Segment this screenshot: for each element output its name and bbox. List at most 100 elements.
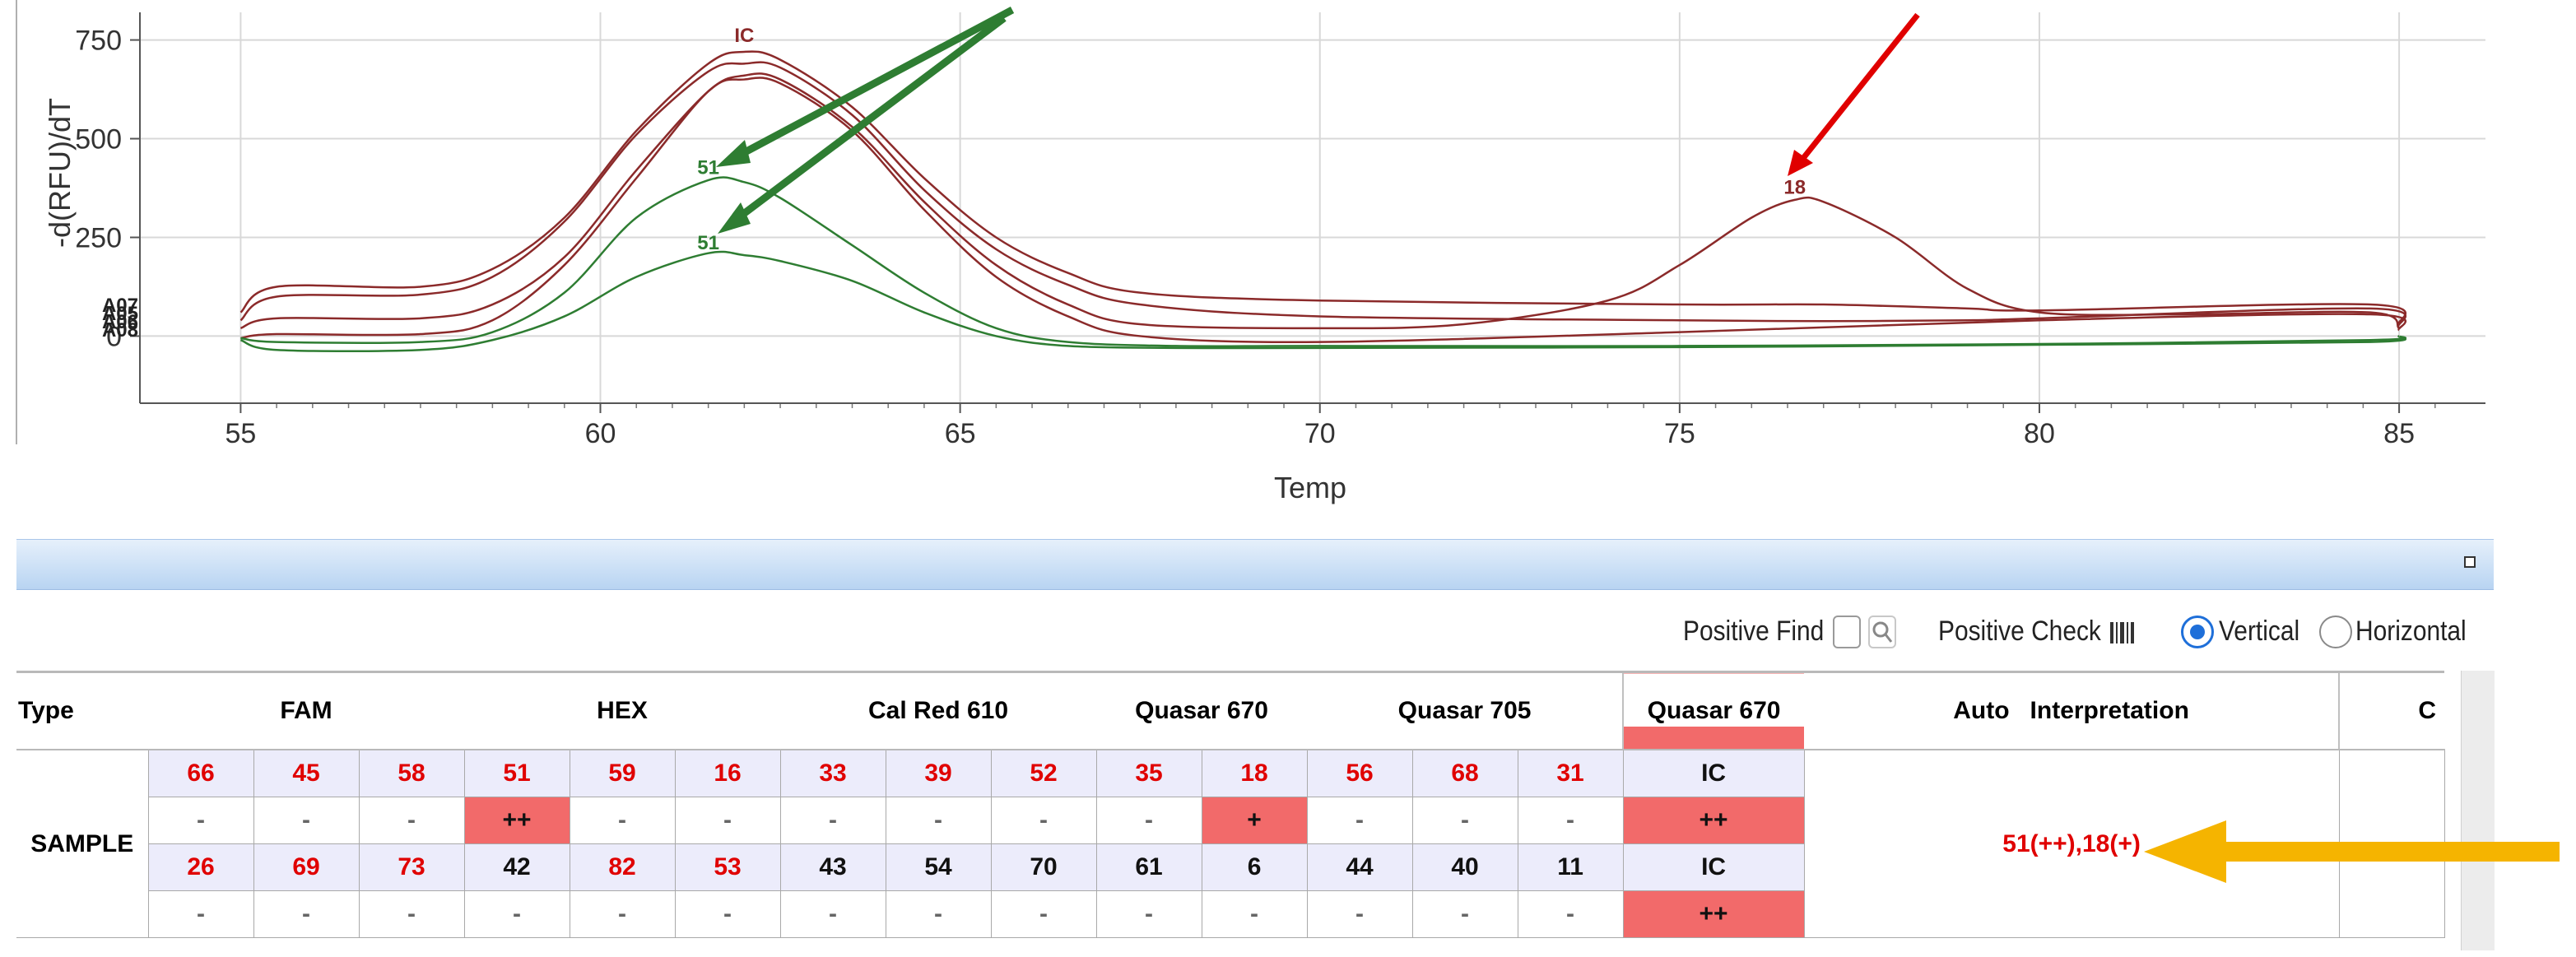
cell[interactable]: 43 (780, 843, 886, 891)
calred-header[interactable]: Cal Red 610 (780, 671, 1097, 750)
cell[interactable]: 61 (1096, 843, 1202, 891)
positive-find-label: Positive Find (1683, 616, 1825, 647)
fam-header[interactable]: FAM (148, 671, 464, 750)
panel-splitter[interactable] (16, 539, 2494, 590)
cell[interactable]: 18 (1202, 750, 1308, 797)
results-table-container: Type FAM HEX Cal Red 610 Quasar 670 Quas… (16, 671, 2445, 950)
yellow-arrow-shaft (2214, 842, 2560, 862)
y-tick-label: 750 (75, 26, 122, 57)
cell[interactable]: 52 (991, 750, 1097, 797)
magnifier-icon-svg (1872, 621, 1893, 643)
cell[interactable]: - (886, 797, 992, 844)
melt-curve-series-4 (240, 77, 2406, 344)
cell[interactable]: 16 (675, 750, 781, 797)
table-row-2[interactable]: --- ++ - - --- - + --- ++ (16, 797, 2444, 844)
cell[interactable]: 33 (780, 750, 886, 797)
horizontal-radio[interactable] (2319, 616, 2352, 648)
cell[interactable]: - (253, 797, 360, 844)
table-row-4[interactable]: --- --- --- -- --- ++ (16, 890, 2444, 938)
cell[interactable]: 11 (1518, 843, 1624, 891)
cell[interactable]: 54 (886, 843, 992, 891)
cell[interactable]: - (1096, 797, 1202, 844)
cell[interactable]: 40 (1412, 843, 1518, 891)
cell[interactable]: ++ (1623, 890, 1805, 938)
cell[interactable]: - (1412, 797, 1518, 844)
cell[interactable]: - (1307, 797, 1413, 844)
cell[interactable]: 26 (148, 843, 254, 891)
peak-label: 18 (1783, 177, 1806, 199)
cell[interactable]: - (570, 797, 676, 844)
barcode-icon[interactable] (2109, 620, 2137, 649)
cell[interactable]: 69 (253, 843, 360, 891)
cell[interactable]: - (1518, 797, 1624, 844)
cell[interactable]: 35 (1096, 750, 1202, 797)
cell[interactable]: - (464, 890, 570, 938)
cell[interactable]: - (1202, 890, 1308, 938)
table-row-3[interactable]: 26 69 73 42 82 53 43 54 70 61 6 44 40 11 IC (16, 843, 2444, 891)
cell[interactable]: - (253, 890, 360, 938)
cell[interactable]: ++ (464, 797, 570, 844)
cell[interactable]: ++ (1623, 797, 1805, 844)
positive-find-checkbox[interactable] (1833, 616, 1861, 648)
cell[interactable]: 59 (570, 750, 676, 797)
cell[interactable]: - (1307, 890, 1413, 938)
table-row-1[interactable]: SAMPLE 66 45 58 51 59 16 33 39 52 35 18 56 68 31 … (16, 750, 2445, 938)
x-tick-label: 85 (2383, 418, 2415, 449)
cell[interactable]: 39 (886, 750, 992, 797)
melt-curve-series-1 (239, 50, 2406, 326)
vertical-radio[interactable] (2181, 616, 2214, 648)
cell[interactable]: 66 (148, 750, 254, 797)
magnifier-icon[interactable] (1868, 616, 1896, 648)
cell[interactable]: 44 (1307, 843, 1413, 891)
cell[interactable]: 70 (991, 843, 1097, 891)
quasar705-header[interactable]: Quasar 705 (1307, 671, 1624, 750)
cell[interactable]: - (780, 890, 886, 938)
vertical-scrollbar[interactable] (2461, 671, 2495, 950)
restore-window-icon[interactable] (2464, 556, 2476, 568)
sample-type-cell: SAMPLE (16, 750, 149, 938)
cell[interactable]: - (359, 797, 465, 844)
cell[interactable]: - (991, 890, 1097, 938)
vertical-label: Vertical (2219, 616, 2300, 647)
x-axis-title: Temp (1274, 471, 1346, 504)
cell[interactable]: - (148, 890, 254, 938)
cell[interactable]: - (886, 890, 992, 938)
peak-label: 51 (697, 157, 719, 179)
cell[interactable]: 82 (570, 843, 676, 891)
melt-curve-svg: 55 60 65 70 75 80 85 0 250 500 750 IC 51 51 18 A07A05… (16, 0, 2485, 504)
cell[interactable]: 45 (253, 750, 360, 797)
x-tick-label: 55 (225, 418, 256, 449)
cell[interactable]: - (1412, 890, 1518, 938)
cell[interactable]: - (1518, 890, 1624, 938)
cell[interactable]: - (991, 797, 1097, 844)
cell[interactable]: 56 (1307, 750, 1413, 797)
type-header: Type (16, 671, 148, 750)
quasar670-header[interactable]: Quasar 670 (1096, 671, 1308, 750)
cell[interactable]: 31 (1518, 750, 1624, 797)
hex-header[interactable]: HEX (464, 671, 780, 750)
cell[interactable]: 68 (1412, 750, 1518, 797)
cell[interactable]: - (675, 797, 781, 844)
cell[interactable]: IC (1623, 750, 1805, 797)
cell[interactable]: - (359, 890, 465, 938)
cell[interactable]: 42 (464, 843, 570, 891)
cell[interactable]: IC (1623, 843, 1805, 891)
cell[interactable]: 73 (359, 843, 465, 891)
cell[interactable]: 6 (1202, 843, 1308, 891)
cell[interactable]: - (675, 890, 781, 938)
cell[interactable]: + (1202, 797, 1308, 844)
cell[interactable]: - (780, 797, 886, 844)
cell[interactable]: - (1096, 890, 1202, 938)
cell[interactable]: - (570, 890, 676, 938)
cell[interactable]: - (148, 797, 254, 844)
cell[interactable]: 53 (675, 843, 781, 891)
yellow-arrowhead (2144, 820, 2226, 883)
x-tick-label: 75 (1664, 418, 1695, 449)
horizontal-label: Horizontal (2355, 616, 2467, 647)
y-tick-label: 0 (106, 321, 122, 352)
cell[interactable]: 58 (359, 750, 465, 797)
cell[interactable]: 51 (464, 750, 570, 797)
quasar670-ic-header[interactable]: Quasar 670 (1622, 671, 1805, 750)
red-annotation-arrow (1788, 12, 1920, 176)
